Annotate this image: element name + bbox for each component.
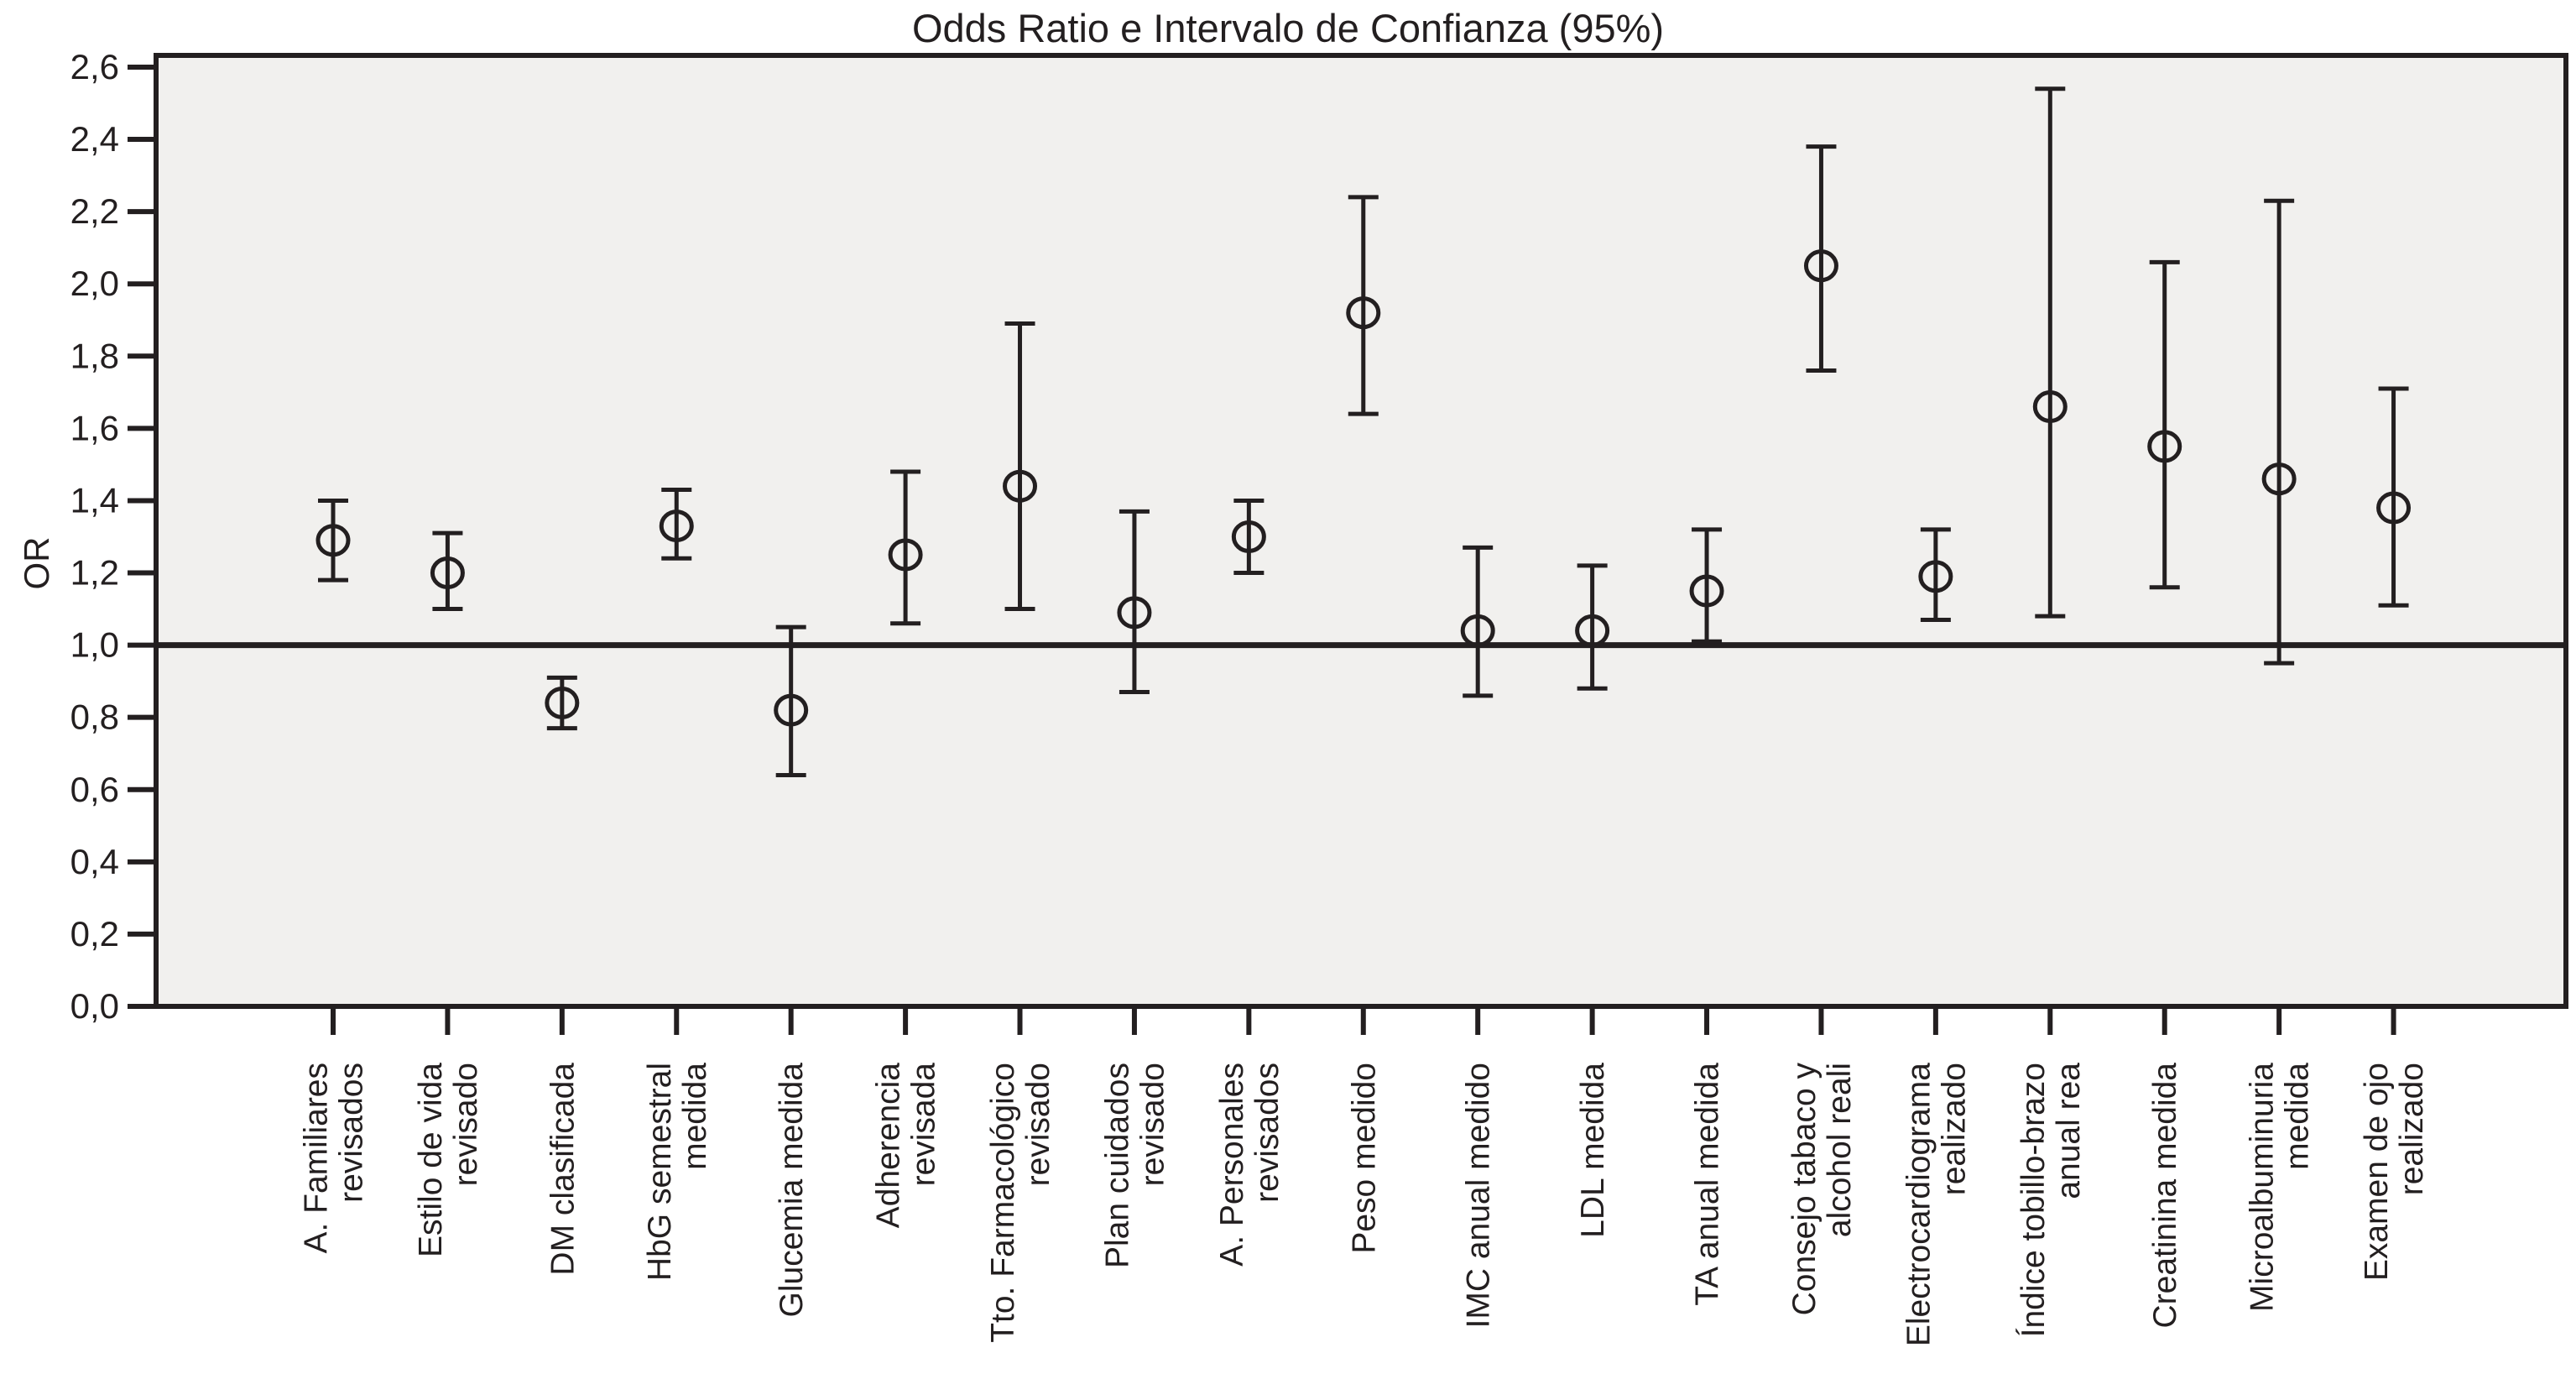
category-label: Tto. Farmacológicorevisado	[985, 1063, 1056, 1343]
point-marker	[1460, 614, 1495, 647]
point-marker	[1803, 249, 1838, 283]
point-marker	[1003, 469, 1038, 503]
y-tick-label: 0,8	[70, 697, 119, 737]
point-marker	[2032, 390, 2068, 424]
category-label: A. Familiaresrevisados	[299, 1063, 370, 1254]
category-label: Consejo tabaco yalcohol reali	[1786, 1063, 1858, 1316]
y-tick-label: 2,4	[70, 119, 119, 159]
y-tick-label: 0,0	[70, 986, 119, 1026]
y-tick-label: 2,2	[70, 191, 119, 231]
point-marker	[2261, 462, 2297, 496]
category-label-text: Tto. Farmacológicorevisado	[985, 1063, 1056, 1343]
chart-title: Odds Ratio e Intervalo de Confianza (95%…	[911, 6, 1665, 50]
category-label-text: A. Familiaresrevisados	[299, 1063, 370, 1254]
category-label-text: Peso medido	[1346, 1063, 1382, 1254]
point-marker	[1346, 296, 1381, 330]
category-label: IMC anual medido	[1461, 1063, 1497, 1329]
y-tick-label: 0,6	[70, 770, 119, 809]
category-label-text: Electrocardiogramarealizado	[1901, 1063, 1972, 1346]
category-label-text: Microalbuminuriamedida	[2245, 1063, 2316, 1312]
category-label-text: Índice tobillo-brazoanual rea	[2015, 1063, 2087, 1338]
category-label-text: Estilo de vidarevisado	[413, 1063, 484, 1257]
category-label: Plan cuidadosrevisado	[1099, 1063, 1171, 1268]
point-marker	[1918, 560, 1953, 593]
y-tick-label: 1,2	[70, 553, 119, 593]
point-marker	[1117, 596, 1152, 630]
category-label: DM clasificada	[545, 1063, 581, 1276]
y-tick-label: 2,6	[70, 47, 119, 86]
point-marker	[1231, 520, 1266, 553]
category-label: Índice tobillo-brazoanual rea	[2015, 1063, 2087, 1338]
category-label: HbG semestralmedida	[642, 1063, 713, 1281]
y-tick-label: 1,6	[70, 408, 119, 447]
y-tick-label: 1,4	[70, 480, 119, 520]
y-tick-label: 1,0	[70, 625, 119, 665]
category-label: TA anual medida	[1690, 1063, 1726, 1306]
point-marker	[659, 509, 694, 543]
category-label-text: IMC anual medido	[1461, 1063, 1497, 1329]
category-label-text: A. Personalesrevisados	[1214, 1063, 1285, 1267]
category-label: Examen de ojorealizado	[2359, 1063, 2430, 1281]
category-label-text: Adherenciarevisada	[871, 1063, 942, 1229]
point-marker	[774, 693, 809, 727]
category-label: LDL medida	[1575, 1063, 1611, 1238]
category-label-text: HbG semestralmedida	[642, 1063, 713, 1281]
category-label-text: LDL medida	[1575, 1063, 1611, 1238]
y-tick-label: 0,4	[70, 842, 119, 881]
category-label-text: DM clasificada	[545, 1063, 581, 1276]
plot-frame	[154, 53, 2568, 1009]
category-label: Glucemia medida	[774, 1063, 810, 1318]
category-label-text: TA anual medida	[1690, 1063, 1726, 1306]
point-marker	[430, 556, 465, 590]
point-marker	[888, 538, 923, 572]
point-marker	[315, 524, 351, 557]
category-label-text: Creatinina medida	[2147, 1063, 2183, 1329]
category-label-text: Plan cuidadosrevisado	[1099, 1063, 1171, 1268]
category-label: Electrocardiogramarealizado	[1901, 1063, 1972, 1346]
y-tick-label: 0,2	[70, 914, 119, 953]
point-marker	[1689, 574, 1724, 608]
point-marker	[1575, 614, 1610, 647]
category-label-text: Consejo tabaco yalcohol reali	[1786, 1063, 1858, 1316]
y-tick-label: 1,8	[70, 336, 119, 375]
point-marker	[2147, 430, 2182, 463]
category-label: A. Personalesrevisados	[1214, 1063, 1285, 1267]
category-label: Microalbuminuriamedida	[2245, 1063, 2316, 1312]
category-label-text: Glucemia medida	[774, 1063, 810, 1318]
category-label: Peso medido	[1346, 1063, 1382, 1254]
y-tick-label: 2,0	[70, 264, 119, 303]
category-label-text: Examen de ojorealizado	[2359, 1063, 2430, 1281]
category-label: Adherenciarevisada	[871, 1063, 942, 1229]
point-marker	[545, 686, 580, 719]
point-marker	[2376, 491, 2412, 525]
category-label: Estilo de vidarevisado	[413, 1063, 484, 1257]
category-label: Creatinina medida	[2147, 1063, 2183, 1329]
